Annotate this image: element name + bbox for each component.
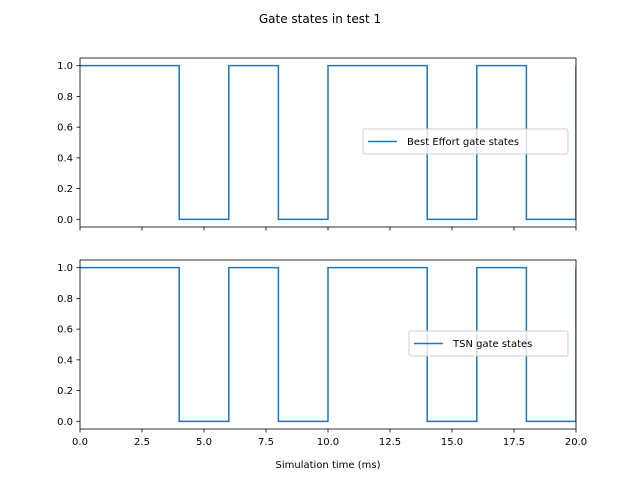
legend-box [362, 128, 569, 155]
y-tick-label: 0.0 [57, 215, 73, 226]
axes-container: 0.0 0.2 0.4 0.6 0.8 1.0 Best Effort gate state… [57, 57, 587, 448]
y-tick-label: 0.2 [57, 184, 73, 195]
data-series-line [80, 266, 576, 423]
x-tick-label: 5.0 [196, 437, 212, 448]
y-tick-label: 1.0 [57, 263, 73, 274]
legend: TSN gate states [408, 330, 569, 357]
y-tick-label: 0.2 [57, 386, 73, 397]
y-tick-label: 0.6 [57, 325, 73, 336]
y-tick-label: 0.0 [57, 417, 73, 428]
y-tick-label: 0.8 [57, 294, 73, 305]
y-tick-label: 0.4 [57, 355, 73, 366]
legend-box [408, 330, 569, 357]
x-tick-label: 7.5 [258, 437, 274, 448]
x-tick-label: 20.0 [565, 437, 587, 448]
x-tick-label: 10.0 [317, 437, 339, 448]
y-tick-label: 0.6 [57, 123, 73, 134]
x-tick-label: 2.5 [134, 437, 150, 448]
subplot-tsn: 0.0 0.2 0.4 0.6 0.8 1.0 0.0 2.5 5.0 7.5 10.0 12.5 15… [57, 259, 587, 448]
y-tick-label: 0.8 [57, 92, 73, 103]
x-tick-label: 15.0 [441, 437, 463, 448]
data-series-line [80, 64, 576, 221]
x-tick-label: 12.5 [379, 437, 401, 448]
chart-title: Gate states in test 1 [259, 12, 381, 26]
subplot-best-effort: 0.0 0.2 0.4 0.6 0.8 1.0 Best Effort gate state… [57, 57, 577, 231]
y-tick-label: 0.4 [57, 153, 73, 164]
x-axis-label: Simulation time (ms) [276, 460, 381, 471]
legend-label: TSN gate states [452, 339, 532, 350]
x-tick-label: 0.0 [72, 437, 88, 448]
x-tick-label: 17.5 [503, 437, 525, 448]
y-tick-label: 1.0 [57, 61, 73, 72]
legend-label: Best Effort gate states [407, 137, 519, 148]
legend: Best Effort gate states [362, 128, 569, 155]
